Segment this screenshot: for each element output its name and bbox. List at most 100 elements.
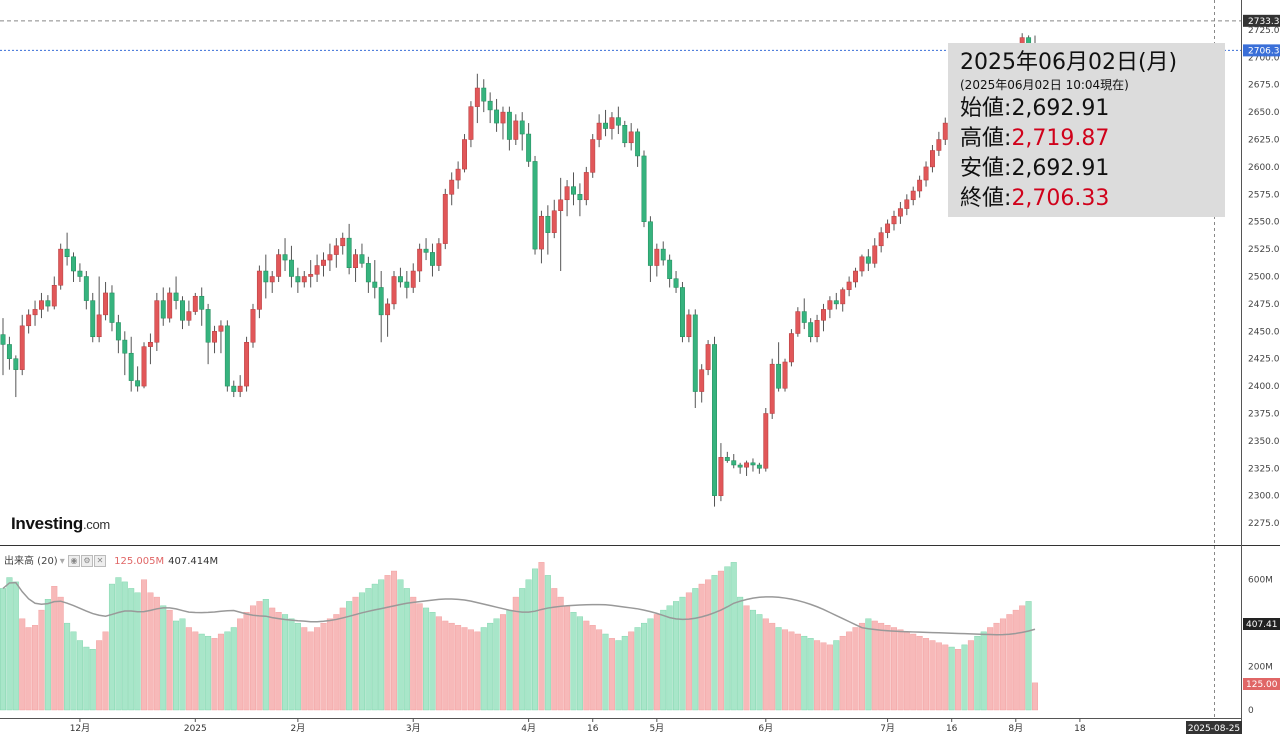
volume-bar [1019,605,1026,711]
volume-bar [532,568,539,711]
volume-bar [858,622,865,711]
candle-up [269,276,275,283]
candle-up [212,331,217,343]
volume-bar [846,631,853,711]
volume-bar [416,603,423,711]
candle-up [340,237,346,247]
volume-indicator-title: 出来高 (20) [4,556,58,567]
candle-up [699,369,705,392]
candle-up [885,223,891,233]
volume-bar [307,631,314,711]
candle-down [833,300,839,305]
price-tick-label: 2525.00 [1248,245,1280,255]
candle-up [872,245,878,264]
volume-bar [147,592,154,711]
volume-bar [487,622,494,711]
candle-up [141,346,147,387]
volume-bar [25,627,32,711]
volume-bar [230,627,237,711]
settings-icon[interactable]: ⚙ [80,555,93,567]
x-tick-label: 5月 [649,723,664,734]
volume-bar [544,575,551,711]
candle-up [846,281,852,290]
candle-up [795,311,801,334]
candle-up [58,248,64,286]
chevron-down-icon: ▾ [59,556,65,567]
candle-down [673,278,679,288]
candle-up [417,248,423,272]
info-date: 2025年06月02日(月) [960,50,1178,75]
candle-down [378,287,384,316]
candle-down [128,352,134,381]
volume-bar [51,586,58,711]
volume-bar [134,592,141,711]
price-tick-label: 2325.00 [1248,464,1280,474]
volume-bar [826,644,833,711]
volume-bar [224,631,231,711]
volume-bar [884,625,891,711]
price-tick-label: 2350.00 [1248,437,1280,447]
volume-bar [935,642,942,711]
volume-bar [141,579,148,711]
volume-bar [974,635,981,711]
volume-bar [929,640,936,711]
candle-down [289,259,294,277]
candle-up [910,190,916,201]
candle-up [308,274,314,277]
volume-bar [621,635,628,711]
candle-up [327,254,333,261]
volume-bar [570,612,577,711]
close-icon[interactable]: ✕ [93,555,106,567]
candle-up [769,363,775,414]
volume-bar [12,581,19,711]
volume-bar [993,622,1000,711]
candle-up [410,270,416,288]
candle-up [455,168,461,181]
candle-down [667,259,673,279]
candle-up [32,309,38,316]
volume-bar [820,642,827,711]
volume-bar [173,620,180,711]
volume-bar [192,631,199,711]
volume-bar [121,581,128,711]
x-tick-label: 18 [1074,724,1086,734]
price-tick-label: 2600.00 [1248,163,1280,173]
candle-down [519,120,525,135]
candle-up [353,254,359,268]
volume-bar [576,616,583,711]
candle-down [160,300,166,319]
volume-bar [589,625,596,711]
volume-bar [19,618,26,711]
candle-down [45,300,51,307]
volume-bar [493,618,500,711]
candle-up [391,276,397,305]
x-tick-label: 12月 [70,723,90,734]
ohlc-info-box: 2025年06月02日(月) (2025年06月02日 10:04現在) 始値:… [948,43,1225,217]
cursor-date-tag [1186,721,1242,734]
candle-down [737,464,743,468]
volume-last-tag [1243,678,1280,690]
candle-down [397,276,403,283]
price-tick-label: 2450.00 [1248,327,1280,337]
candle-up [840,289,846,305]
candle-up [218,325,224,332]
candle-up [936,139,942,151]
volume-bar [461,627,468,711]
price-tick-label: 2550.00 [1248,218,1280,228]
x-tick-label: 4月 [521,723,536,734]
eye-icon[interactable]: ◉ [67,555,80,567]
volume-bar [692,588,699,711]
candle-up [654,248,660,266]
volume-bar [217,633,224,711]
candle-up [436,243,442,266]
candle-down [532,161,538,250]
volume-bar [455,625,462,711]
x-tick-label: 7月 [880,723,895,734]
volume-bar [282,614,289,711]
candle-down [224,325,230,387]
volume-bar [756,614,763,711]
high-price-label: 2733.3 [1248,17,1280,27]
volume-bar [160,605,167,711]
candle-down [647,221,653,266]
